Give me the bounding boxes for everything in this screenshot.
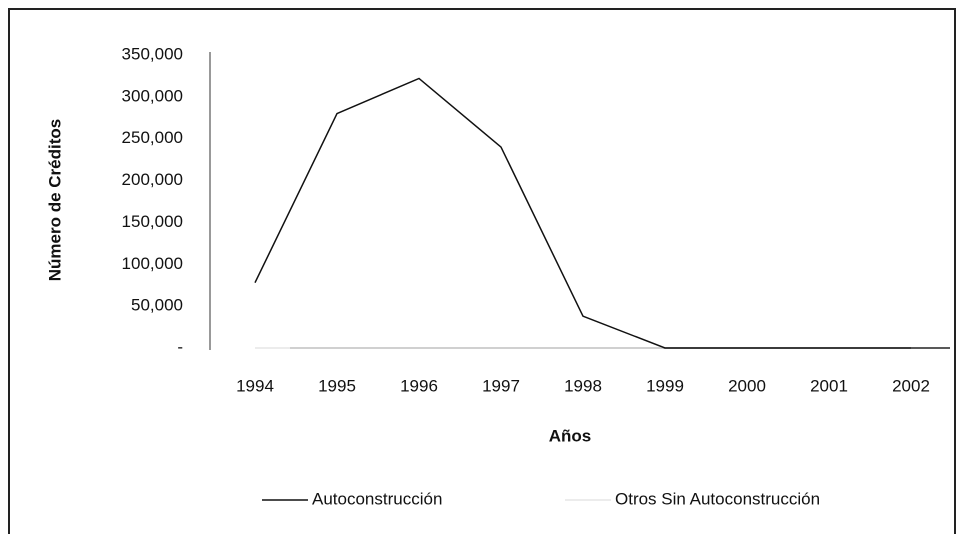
legend-label: Autoconstrucción <box>312 489 442 508</box>
y-tick-label: 200,000 <box>122 170 183 189</box>
x-tick-label: 1996 <box>400 376 438 395</box>
x-tick-label: 1999 <box>646 376 684 395</box>
frame <box>8 8 956 534</box>
x-tick-label: 2000 <box>728 376 766 395</box>
x-tick-label: 1995 <box>318 376 356 395</box>
y-tick-label: 100,000 <box>122 254 183 273</box>
data-line <box>254 77 911 349</box>
x-axis-title: Años <box>549 426 592 445</box>
legend-label: Otros Sin Autoconstrucción <box>615 489 820 508</box>
y-tick-label: 250,000 <box>122 128 183 147</box>
y-axis-title: Número de Créditos <box>45 119 64 281</box>
x-tick-label: 1998 <box>564 376 602 395</box>
x-tick-label: 2001 <box>810 376 848 395</box>
y-tick-label: 150,000 <box>122 212 183 231</box>
x-tick-label: 1997 <box>482 376 520 395</box>
y-tick-label: - <box>177 337 183 356</box>
x-tick-label: 1994 <box>236 376 274 395</box>
y-tick-label: 300,000 <box>122 86 183 105</box>
y-tick-label: 350,000 <box>122 44 183 63</box>
x-tick-label: 2002 <box>892 376 930 395</box>
y-tick-label: 50,000 <box>131 296 183 315</box>
